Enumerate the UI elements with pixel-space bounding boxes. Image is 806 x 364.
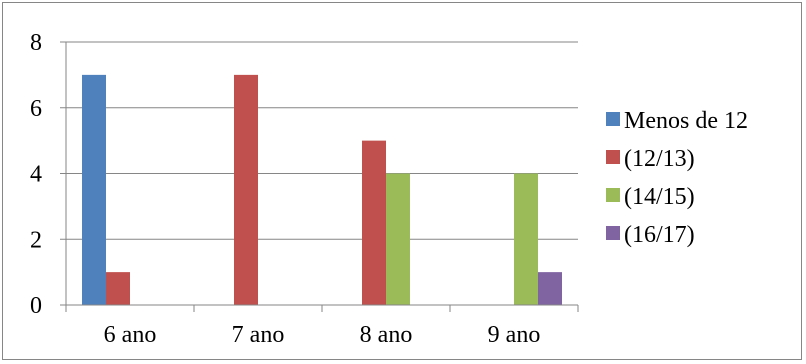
legend-label-0: Menos de 12 (624, 108, 748, 134)
legend-swatch-2 (606, 188, 620, 202)
y-tick-label-2: 4 (30, 162, 42, 188)
bar-14-15-8-ano (386, 173, 410, 305)
bar-16-17-9-ano (538, 272, 562, 305)
legend-swatch-0 (606, 112, 620, 126)
x-tick-label-0: 6 ano (104, 322, 157, 348)
axes: 0 2 4 6 8 6 ano 7 ano 8 ano 9 ano (30, 30, 579, 348)
x-tick-label-2: 8 ano (360, 322, 413, 348)
bar-12-13-6-ano (106, 272, 130, 305)
legend-swatch-3 (606, 226, 620, 240)
legend-label-2: (14/15) (624, 184, 695, 210)
y-tick-label-0: 0 (30, 293, 42, 319)
y-tick-label-1: 2 (30, 227, 42, 253)
legend: Menos de 12 (12/13) (14/15) (16/17) (606, 108, 748, 248)
legend-label-3: (16/17) (624, 222, 695, 248)
legend-label-1: (12/13) (624, 146, 695, 172)
bars (82, 74, 562, 305)
y-tick-label-3: 6 (30, 96, 42, 122)
bar-14-15-9-ano (514, 173, 538, 305)
gridlines (66, 41, 578, 240)
bar-menos-de-12-6-ano (82, 74, 106, 305)
y-tick-label-4: 8 (30, 30, 42, 56)
x-tick-label-1: 7 ano (232, 322, 285, 348)
x-tick-label-3: 9 ano (488, 322, 541, 348)
bar-12-13-8-ano (362, 140, 386, 305)
legend-swatch-1 (606, 150, 620, 164)
bar-12-13-7-ano (234, 74, 258, 305)
